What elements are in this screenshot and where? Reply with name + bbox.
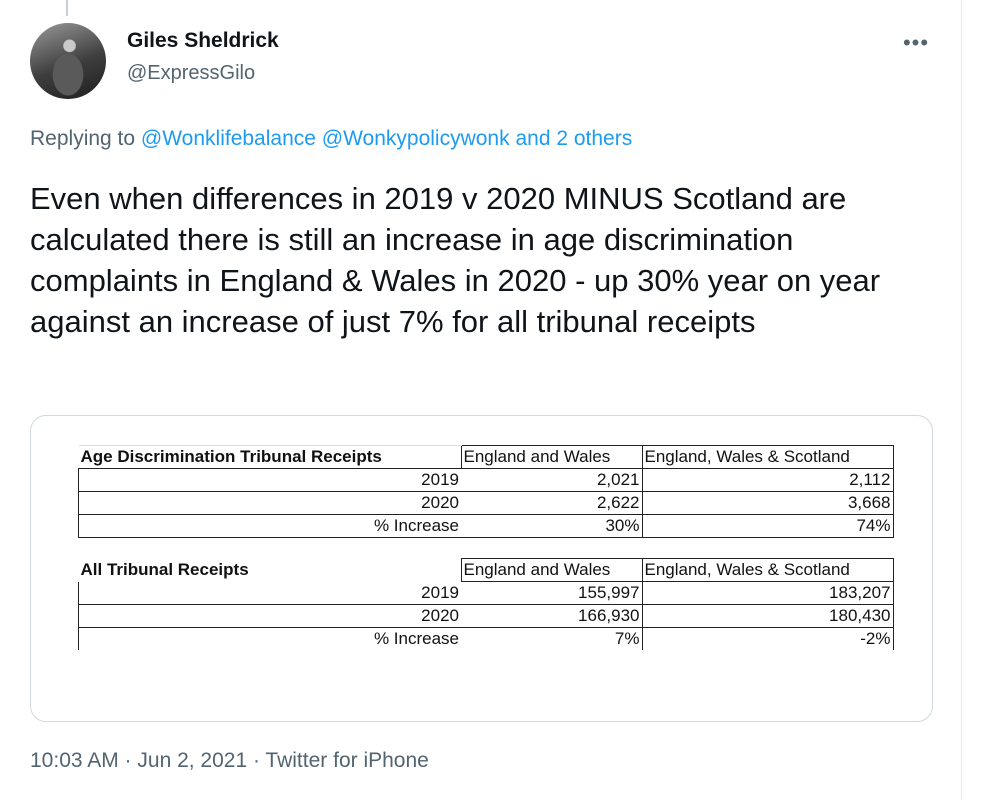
row-label: % Increase: [78, 514, 461, 538]
cell-value: 155,997: [461, 581, 643, 605]
reply-others-link[interactable]: and 2 others: [515, 127, 633, 150]
all-tribunal-table: All Tribunal Receipts England and Wales …: [78, 558, 894, 650]
cell-value: 30%: [461, 514, 643, 538]
cell-value: 2,112: [642, 468, 894, 492]
cell-value: 2,021: [461, 468, 643, 492]
tweet-text: Even when differences in 2019 v 2020 MIN…: [30, 181, 881, 339]
cell-value: 180,430: [642, 604, 894, 628]
tweet-timestamp[interactable]: 10:03 AM · Jun 2, 2021 · Twitter for iPh…: [30, 749, 429, 772]
replying-prefix: Replying to: [30, 127, 136, 150]
column-divider: [961, 0, 962, 800]
cell-value: -2%: [642, 627, 894, 650]
cell-value: 183,207: [642, 581, 894, 605]
thread-connector-line: [66, 0, 68, 16]
table-row: 2019 155,997 183,207: [78, 581, 894, 605]
column-header: England, Wales & Scotland: [641, 558, 894, 582]
row-label: 2019: [78, 468, 461, 492]
author-handle[interactable]: @ExpressGilo: [127, 62, 256, 84]
reply-mention-wonklifebalance[interactable]: @Wonklifebalance: [140, 127, 316, 150]
avatar[interactable]: [30, 23, 106, 99]
cell-value: 166,930: [461, 604, 643, 628]
cell-value: 7%: [461, 627, 643, 650]
age-discrimination-table: Age Discrimination Tribunal Receipts Eng…: [78, 445, 894, 538]
table-row: 2020 166,930 180,430: [78, 604, 894, 628]
column-header: England, Wales & Scotland: [641, 445, 894, 469]
cell-value: 3,668: [642, 491, 894, 515]
table-row: 2020 2,622 3,668: [78, 491, 894, 515]
cell-value: 2,622: [461, 491, 643, 515]
column-header: England and Wales: [460, 558, 643, 582]
replying-to-line: Replying to @Wonklifebalance @Wonkypolic…: [30, 127, 632, 151]
table-title: All Tribunal Receipts: [80, 560, 249, 579]
tweet-image[interactable]: Age Discrimination Tribunal Receipts Eng…: [30, 415, 933, 722]
spreadsheet-image: Age Discrimination Tribunal Receipts Eng…: [78, 445, 894, 650]
reply-mention-wonkypolicywonk[interactable]: @Wonkypolicywonk: [321, 127, 510, 150]
row-label: 2020: [78, 491, 461, 515]
more-options-icon[interactable]: •••: [902, 30, 930, 55]
row-label: 2020: [78, 604, 461, 628]
cell-value: 74%: [642, 514, 894, 538]
row-label: 2019: [78, 581, 461, 605]
table-title: Age Discrimination Tribunal Receipts: [78, 445, 461, 469]
column-header: England and Wales: [460, 445, 643, 469]
row-label: % Increase: [78, 627, 461, 650]
table-row: % Increase 30% 74%: [78, 514, 894, 538]
author-name[interactable]: Giles Sheldrick: [127, 29, 279, 52]
table-row: % Increase 7% -2%: [78, 627, 894, 650]
table-row: 2019 2,021 2,112: [78, 468, 894, 492]
